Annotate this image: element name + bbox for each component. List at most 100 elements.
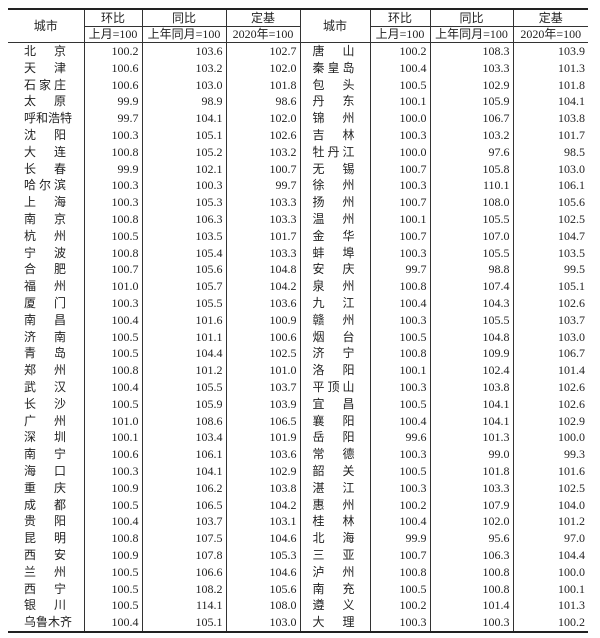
table-row: 乌鲁木齐 100.4 105.1 103.0 大理 100.3 100.3 100.2 bbox=[8, 614, 588, 633]
fixed-value: 105.6 bbox=[512, 194, 588, 211]
city-cell: 武汉 bbox=[8, 379, 84, 396]
mom-value: 100.7 bbox=[369, 227, 430, 245]
fixed-value: 103.9 bbox=[225, 395, 300, 413]
fixed-value: 103.1 bbox=[225, 513, 300, 531]
city-cell: 宁波 bbox=[8, 245, 84, 262]
table-row: 深圳 100.1 103.4 101.9 岳阳 99.6 101.3 100.0 bbox=[8, 429, 588, 447]
mom-value: 100.5 bbox=[369, 395, 430, 413]
yoy-value: 106.2 bbox=[141, 479, 226, 497]
mom-value: 100.3 bbox=[369, 244, 430, 262]
city-cell: 常德 bbox=[299, 446, 370, 463]
header-yoy: 同比 bbox=[141, 8, 226, 27]
mom-value: 100.3 bbox=[83, 294, 142, 312]
city-cell: 三亚 bbox=[299, 546, 370, 564]
fixed-value: 106.7 bbox=[512, 345, 588, 363]
mom-value: 100.4 bbox=[369, 59, 430, 77]
fixed-value: 103.0 bbox=[225, 614, 300, 633]
mom-value: 100.4 bbox=[369, 412, 430, 430]
city-cell: 长春 bbox=[8, 161, 84, 178]
city-name: 沈阳 bbox=[24, 127, 66, 142]
yoy-value: 105.2 bbox=[141, 143, 226, 161]
city-cell: 青岛 bbox=[8, 345, 84, 362]
fixed-value: 102.6 bbox=[512, 294, 588, 312]
fixed-value: 98.6 bbox=[225, 93, 300, 111]
yoy-value: 114.1 bbox=[141, 597, 226, 615]
city-cell: 福州 bbox=[8, 278, 84, 295]
city-name: 三亚 bbox=[312, 547, 355, 562]
city-name: 呼和浩特 bbox=[24, 111, 73, 126]
city-name: 乌鲁木齐 bbox=[24, 615, 73, 630]
table-row: 广州 101.0 108.6 106.5 襄阳 100.4 104.1 102.9 bbox=[8, 412, 588, 430]
yoy-value: 100.3 bbox=[429, 614, 513, 633]
yoy-value: 106.1 bbox=[141, 446, 226, 463]
yoy-value: 103.2 bbox=[141, 59, 226, 77]
mom-value: 100.9 bbox=[83, 479, 142, 497]
city-cell: 洛阳 bbox=[299, 362, 370, 379]
city-name: 成都 bbox=[24, 497, 66, 512]
yoy-value: 98.8 bbox=[429, 261, 513, 279]
table-row: 长沙 100.5 105.9 103.9 宜昌 100.5 104.1 102.6 bbox=[8, 395, 588, 413]
city-name: 郑州 bbox=[24, 363, 66, 378]
mom-value: 100.8 bbox=[83, 143, 142, 161]
city-cell: 杭州 bbox=[8, 228, 84, 245]
table-row: 南昌 100.4 101.6 100.9 赣州 100.3 105.5 103.7 bbox=[8, 311, 588, 329]
fixed-value: 102.0 bbox=[225, 59, 300, 77]
city-name: 包头 bbox=[312, 77, 355, 92]
city-name: 桂林 bbox=[312, 514, 355, 529]
header-mom-base-right: 上月=100 bbox=[369, 26, 430, 43]
header-city: 城市 bbox=[8, 8, 84, 43]
header-city-right: 城市 bbox=[299, 8, 370, 43]
city-name: 海口 bbox=[24, 463, 66, 478]
city-cell: 平顶山 bbox=[299, 378, 370, 396]
table-row: 杭州 100.5 103.5 101.7 金华 100.7 107.0 104.7 bbox=[8, 227, 588, 245]
yoy-value: 105.4 bbox=[141, 244, 226, 262]
mom-value: 100.7 bbox=[369, 194, 430, 211]
fixed-value: 105.3 bbox=[225, 546, 300, 564]
city-name: 北海 bbox=[312, 531, 355, 546]
city-cell: 安庆 bbox=[299, 261, 370, 279]
mom-value: 100.8 bbox=[369, 345, 430, 363]
city-cell: 湛江 bbox=[299, 479, 370, 497]
city-cell: 西宁 bbox=[8, 581, 84, 598]
city-cell: 宜昌 bbox=[299, 395, 370, 413]
city-name: 徐州 bbox=[312, 178, 355, 193]
city-cell: 贵阳 bbox=[8, 513, 84, 530]
fixed-value: 101.3 bbox=[512, 597, 588, 615]
mom-value: 100.2 bbox=[83, 42, 142, 60]
yoy-value: 100.8 bbox=[429, 580, 513, 598]
city-name: 唐山 bbox=[312, 44, 355, 58]
mom-value: 100.5 bbox=[83, 563, 142, 581]
city-cell: 牡丹江 bbox=[299, 143, 370, 161]
fixed-value: 101.9 bbox=[225, 429, 300, 447]
city-name: 秦皇岛 bbox=[312, 60, 355, 75]
header-mom: 环比 bbox=[83, 8, 142, 27]
table-row: 济南 100.5 101.1 100.6 烟台 100.5 104.8 103.0 bbox=[8, 328, 588, 346]
yoy-value: 105.5 bbox=[141, 294, 226, 312]
fixed-value: 103.0 bbox=[512, 328, 588, 346]
fixed-value: 103.8 bbox=[225, 479, 300, 497]
fixed-value: 99.5 bbox=[512, 261, 588, 279]
yoy-value: 105.6 bbox=[141, 261, 226, 279]
city-cell: 兰州 bbox=[8, 564, 84, 581]
yoy-value: 101.2 bbox=[141, 362, 226, 379]
city-name: 岳阳 bbox=[312, 430, 355, 445]
city-name: 西安 bbox=[24, 547, 66, 562]
fixed-value: 105.1 bbox=[512, 278, 588, 295]
city-cell: 郑州 bbox=[8, 362, 84, 379]
city-name: 无锡 bbox=[312, 161, 355, 176]
yoy-value: 99.0 bbox=[429, 446, 513, 463]
mom-value: 100.4 bbox=[83, 614, 142, 633]
yoy-value: 107.4 bbox=[429, 278, 513, 295]
yoy-value: 110.1 bbox=[429, 177, 513, 195]
fixed-value: 100.0 bbox=[512, 563, 588, 581]
mom-value: 100.5 bbox=[83, 328, 142, 346]
header-yoy-right: 同比 bbox=[429, 8, 513, 27]
table-row: 呼和浩特 99.7 104.1 102.0 锦州 100.0 106.7 103.8 bbox=[8, 110, 588, 127]
city-name: 韶关 bbox=[312, 463, 355, 478]
city-cell: 大连 bbox=[8, 144, 84, 161]
fixed-value: 106.1 bbox=[512, 177, 588, 195]
city-cell: 沈阳 bbox=[8, 127, 84, 144]
fixed-value: 101.7 bbox=[225, 227, 300, 245]
mom-value: 100.0 bbox=[369, 110, 430, 127]
yoy-value: 104.1 bbox=[141, 462, 226, 480]
